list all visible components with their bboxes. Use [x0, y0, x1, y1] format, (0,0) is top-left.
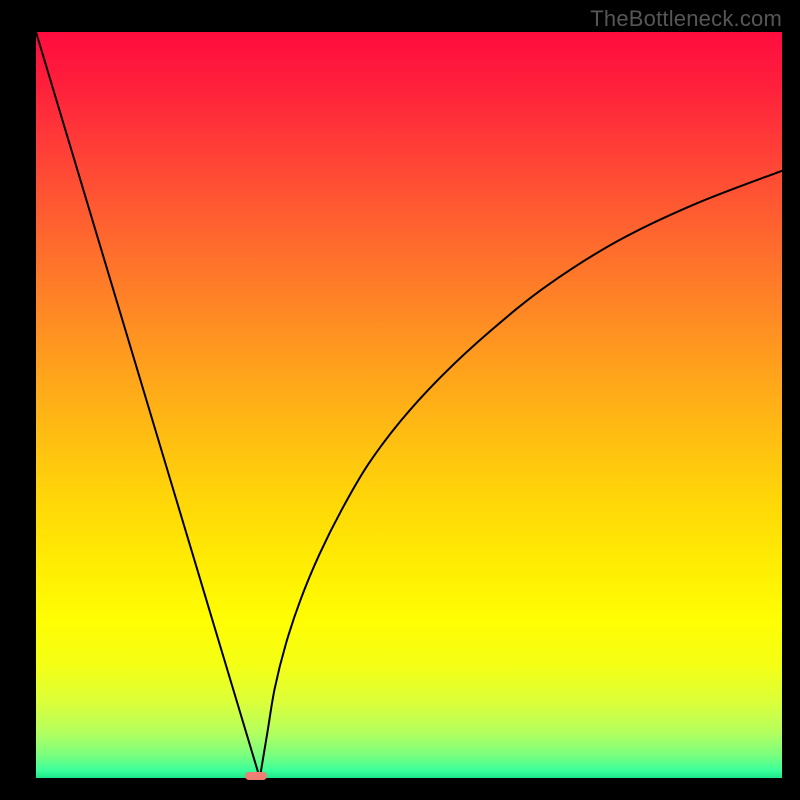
plot-svg [36, 32, 782, 778]
watermark-label: TheBottleneck.com [590, 6, 782, 32]
plot-area [36, 32, 782, 778]
minimum-marker [245, 772, 267, 781]
chart-container: TheBottleneck.com [0, 0, 800, 800]
